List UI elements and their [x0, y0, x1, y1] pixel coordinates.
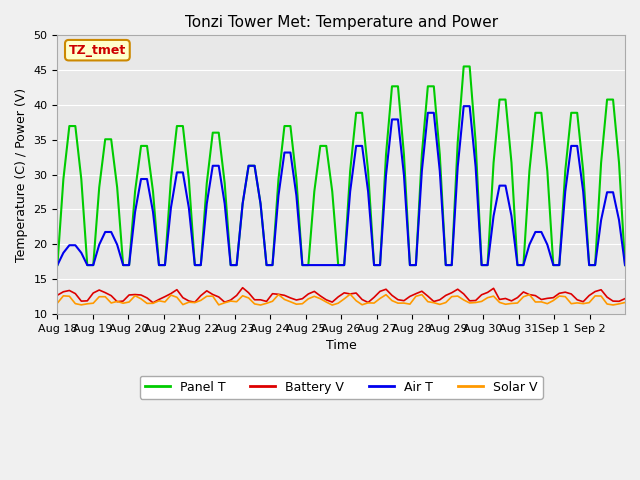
- Panel T: [340, 262, 348, 268]
- Air T: [215, 163, 223, 168]
- Solar V: [131, 293, 139, 299]
- Text: TZ_tmet: TZ_tmet: [68, 44, 126, 57]
- Air T: [298, 262, 306, 268]
- Air T: [131, 209, 139, 215]
- Legend: Panel T, Battery V, Air T, Solar V: Panel T, Battery V, Air T, Solar V: [140, 376, 543, 399]
- Solar V: [215, 302, 223, 308]
- Battery V: [54, 292, 61, 298]
- Line: Air T: Air T: [58, 106, 625, 265]
- Line: Solar V: Solar V: [58, 294, 625, 305]
- Air T: [460, 103, 468, 109]
- Solar V: [298, 301, 306, 307]
- Battery V: [131, 292, 139, 298]
- Battery V: [352, 290, 360, 296]
- Y-axis label: Temperature (C) / Power (V): Temperature (C) / Power (V): [15, 87, 28, 262]
- Battery V: [621, 296, 629, 301]
- Air T: [54, 262, 61, 268]
- Panel T: [215, 130, 223, 135]
- Air T: [579, 189, 587, 194]
- Solar V: [621, 300, 629, 305]
- Panel T: [579, 168, 587, 174]
- Battery V: [221, 300, 228, 305]
- Line: Panel T: Panel T: [58, 66, 625, 265]
- Solar V: [346, 291, 354, 297]
- Panel T: [621, 262, 629, 268]
- Panel T: [54, 262, 61, 268]
- Solar V: [586, 300, 593, 306]
- Battery V: [149, 300, 157, 306]
- Air T: [621, 262, 629, 268]
- Panel T: [298, 262, 306, 268]
- Battery V: [370, 294, 378, 300]
- Line: Battery V: Battery V: [58, 288, 625, 303]
- Panel T: [460, 63, 468, 69]
- X-axis label: Time: Time: [326, 339, 356, 352]
- Air T: [358, 143, 366, 149]
- Air T: [340, 262, 348, 268]
- Battery V: [310, 288, 318, 294]
- Panel T: [131, 189, 139, 194]
- Title: Tonzi Tower Met: Temperature and Power: Tonzi Tower Met: Temperature and Power: [184, 15, 498, 30]
- Solar V: [352, 298, 360, 303]
- Battery V: [586, 293, 593, 299]
- Battery V: [239, 285, 246, 290]
- Panel T: [358, 110, 366, 116]
- Solar V: [370, 300, 378, 306]
- Solar V: [54, 300, 61, 306]
- Solar V: [328, 302, 336, 308]
